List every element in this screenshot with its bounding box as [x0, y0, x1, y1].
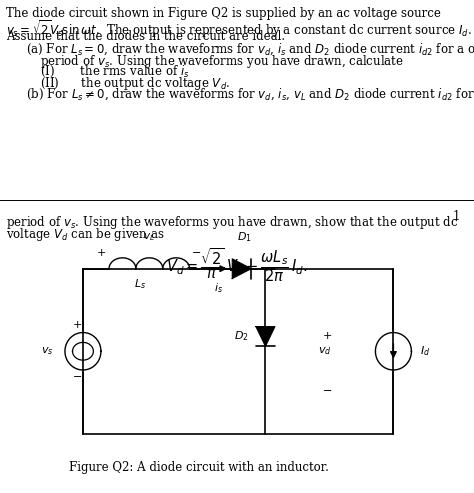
Text: period of $v_s$. Using the waveforms you have drawn, show that the output dc: period of $v_s$. Using the waveforms you…	[6, 214, 458, 231]
Text: The diode circuit shown in Figure Q2 is supplied by an ac voltage source: The diode circuit shown in Figure Q2 is …	[6, 7, 440, 20]
Text: (b) For $L_s \neq 0$, draw the waveforms for $v_d$, $i_s$, $v_L$ and $D_2$ diode: (b) For $L_s \neq 0$, draw the waveforms…	[26, 87, 474, 102]
Text: $v_s$: $v_s$	[41, 346, 53, 357]
Text: $v_s = \sqrt{2}V_s\sin\omega t$.  The output is represented by a constant dc cur: $v_s = \sqrt{2}V_s\sin\omega t$. The out…	[6, 19, 472, 40]
Text: −: −	[73, 372, 82, 383]
Text: −: −	[192, 248, 201, 258]
Text: 1: 1	[452, 210, 460, 222]
Text: +: +	[73, 320, 82, 330]
Text: +: +	[97, 248, 107, 258]
Text: $D_2$: $D_2$	[234, 330, 249, 343]
Text: Assume that the diodes in the circuit are ideal.: Assume that the diodes in the circuit ar…	[6, 30, 285, 43]
Text: (II)      the output dc voltage $V_d$.: (II) the output dc voltage $V_d$.	[40, 75, 230, 92]
Text: (a) For $L_s = 0$, draw the waveforms for $v_d$, $i_s$ and $D_2$ diode current $: (a) For $L_s = 0$, draw the waveforms fo…	[26, 41, 474, 57]
Polygon shape	[232, 259, 251, 279]
Text: voltage $V_d$ can be given as: voltage $V_d$ can be given as	[6, 226, 164, 243]
Text: −: −	[322, 386, 332, 396]
Text: period of $v_s$. Using the waveforms you have drawn, calculate: period of $v_s$. Using the waveforms you…	[40, 53, 404, 70]
Text: $I_d$: $I_d$	[420, 345, 430, 358]
Text: Figure Q2: A diode circuit with an inductor.: Figure Q2: A diode circuit with an induc…	[69, 461, 329, 474]
Text: $v_d$: $v_d$	[318, 346, 331, 357]
Text: $v_L$: $v_L$	[144, 231, 155, 243]
Text: $D_1$: $D_1$	[237, 230, 252, 244]
Text: +: +	[322, 331, 332, 342]
Text: $L_s$: $L_s$	[134, 278, 146, 291]
Text: $V_d = \dfrac{\sqrt{2}}{\pi}\,V_s - \dfrac{\omega L_s}{2\pi}\,I_d.$: $V_d = \dfrac{\sqrt{2}}{\pi}\,V_s - \dfr…	[166, 246, 308, 284]
Text: $i_s$: $i_s$	[214, 281, 222, 295]
Text: (I)       the rms value of $i_s$: (I) the rms value of $i_s$	[40, 64, 190, 79]
Polygon shape	[256, 326, 275, 346]
